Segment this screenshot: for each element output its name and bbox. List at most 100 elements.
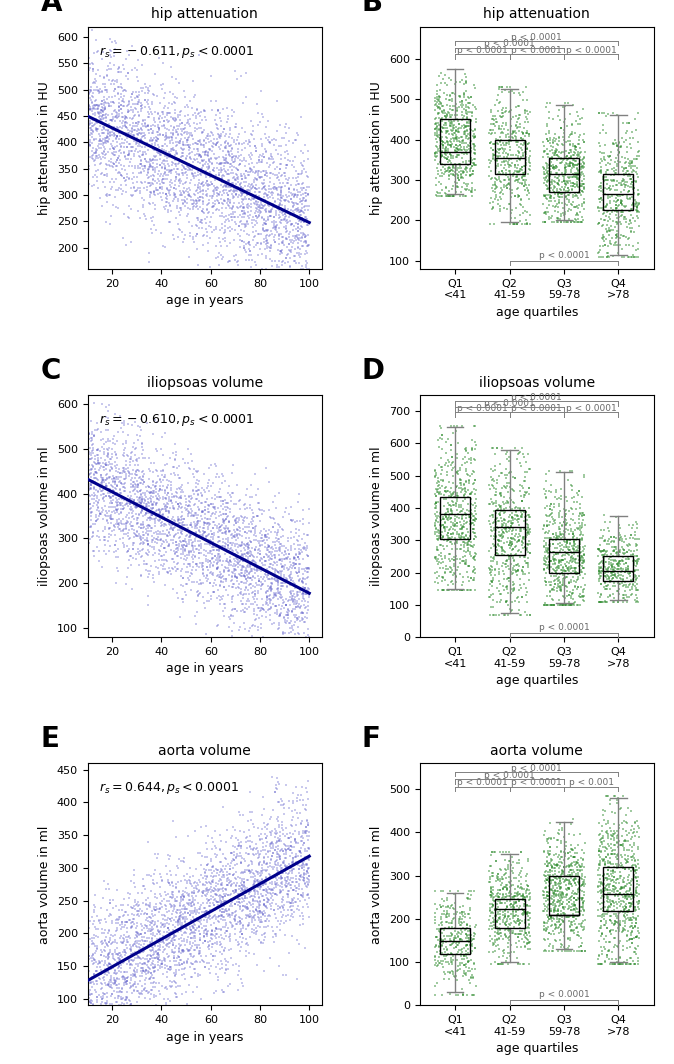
Point bbox=[501, 953, 512, 970]
Point bbox=[578, 898, 589, 915]
Point bbox=[274, 584, 285, 601]
Point bbox=[182, 576, 193, 593]
Point bbox=[292, 610, 303, 627]
Point bbox=[113, 94, 124, 111]
Point bbox=[524, 509, 535, 526]
Point bbox=[92, 415, 103, 432]
Point bbox=[140, 492, 150, 509]
Point bbox=[464, 932, 474, 949]
Point bbox=[146, 484, 157, 501]
Point bbox=[123, 907, 133, 924]
Point bbox=[572, 908, 583, 925]
Point bbox=[433, 567, 444, 584]
Point bbox=[131, 68, 142, 85]
Point bbox=[195, 176, 206, 193]
Point bbox=[560, 149, 571, 166]
Point bbox=[122, 495, 133, 512]
Point bbox=[454, 88, 465, 105]
Point bbox=[206, 876, 216, 893]
Point bbox=[258, 179, 269, 196]
Point bbox=[106, 985, 117, 1002]
Point bbox=[295, 598, 306, 615]
Point bbox=[242, 566, 253, 583]
Point bbox=[303, 831, 314, 848]
Point bbox=[497, 529, 508, 546]
Point bbox=[466, 450, 477, 467]
Point bbox=[522, 934, 532, 951]
Point bbox=[229, 171, 240, 188]
Point bbox=[259, 167, 270, 184]
Point bbox=[260, 270, 271, 287]
Point bbox=[439, 520, 450, 537]
Point bbox=[263, 917, 274, 934]
Point bbox=[553, 214, 563, 231]
Point bbox=[95, 151, 106, 168]
Point bbox=[572, 165, 583, 182]
Point bbox=[190, 942, 201, 959]
Point bbox=[617, 593, 628, 610]
Point bbox=[198, 861, 209, 878]
Point bbox=[255, 903, 266, 920]
Point bbox=[133, 492, 144, 509]
Point bbox=[576, 862, 587, 879]
Point bbox=[604, 180, 615, 197]
Point bbox=[565, 890, 576, 907]
Point bbox=[441, 110, 452, 127]
Point bbox=[516, 900, 527, 917]
Point bbox=[250, 199, 261, 216]
Point bbox=[243, 570, 253, 587]
Point bbox=[436, 449, 447, 466]
Point bbox=[617, 545, 628, 562]
Point bbox=[204, 593, 214, 610]
Point bbox=[191, 953, 202, 970]
Point bbox=[485, 880, 496, 897]
Point bbox=[512, 163, 523, 180]
Point bbox=[469, 142, 480, 159]
Point bbox=[600, 855, 611, 872]
Point bbox=[517, 159, 528, 176]
Point bbox=[561, 858, 572, 875]
Point bbox=[570, 551, 580, 568]
Point bbox=[275, 541, 286, 558]
Point bbox=[283, 180, 294, 197]
Point bbox=[616, 858, 627, 875]
Point bbox=[250, 882, 261, 899]
Point bbox=[206, 935, 217, 952]
Point bbox=[551, 140, 562, 157]
Point bbox=[514, 532, 524, 549]
Point bbox=[627, 890, 638, 907]
Point bbox=[220, 138, 231, 155]
Point bbox=[90, 984, 101, 1001]
Point bbox=[299, 866, 309, 883]
Point bbox=[297, 572, 307, 589]
Point bbox=[179, 867, 190, 884]
Point bbox=[174, 909, 185, 926]
Point bbox=[140, 975, 150, 992]
Point bbox=[605, 148, 615, 165]
Point bbox=[508, 913, 519, 930]
Point bbox=[251, 902, 262, 919]
Point bbox=[256, 138, 267, 155]
Point bbox=[276, 833, 286, 850]
Point bbox=[552, 858, 563, 875]
Point bbox=[221, 581, 232, 598]
Point bbox=[295, 570, 305, 587]
Point bbox=[458, 488, 469, 505]
Point bbox=[518, 955, 528, 972]
Point bbox=[143, 142, 154, 159]
Point bbox=[231, 176, 241, 193]
Point bbox=[610, 887, 621, 904]
Point bbox=[146, 120, 156, 137]
Point bbox=[146, 975, 156, 992]
Point bbox=[555, 553, 566, 570]
Point bbox=[123, 427, 133, 444]
Point bbox=[627, 861, 638, 878]
Point bbox=[461, 544, 472, 561]
Point bbox=[625, 891, 636, 908]
Point bbox=[594, 541, 605, 558]
Point bbox=[188, 884, 199, 901]
Point bbox=[88, 543, 99, 560]
Point bbox=[189, 504, 200, 521]
Point bbox=[452, 502, 463, 519]
Point bbox=[264, 203, 274, 220]
